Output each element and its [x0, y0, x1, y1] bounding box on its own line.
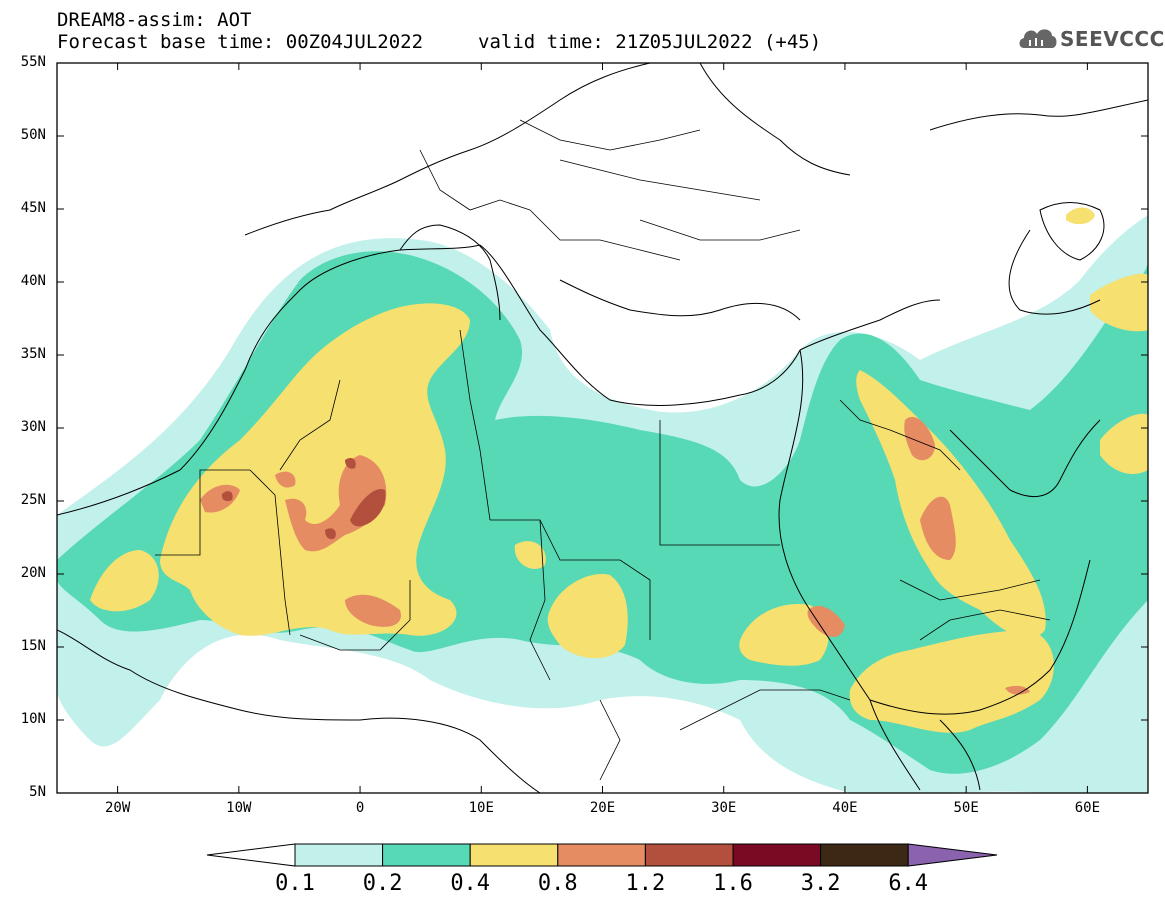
lat-label: 15N: [20, 638, 46, 654]
forecast-base-time: Forecast base time: 00Z04JUL2022: [57, 31, 424, 53]
colorbar-over-arrow: [907, 843, 998, 867]
lon-label: 60E: [1074, 800, 1101, 816]
colorbar: [206, 843, 998, 867]
lat-label: 5N: [29, 784, 46, 800]
colorbar-label: 0.4: [450, 871, 491, 896]
lon-label: 50E: [953, 800, 979, 816]
colorbar-label: 6.4: [888, 871, 929, 896]
lat-label: 30N: [20, 419, 46, 435]
colorbar-label: 0.8: [537, 871, 578, 896]
lat-label: 40N: [20, 273, 46, 289]
coastlines: [57, 63, 1148, 793]
colorbar-label: 1.6: [713, 871, 753, 896]
colorbar-label: 1.2: [625, 871, 666, 896]
lon-label: 40E: [832, 800, 858, 816]
colorbar-under-arrow: [206, 843, 296, 867]
colorbar-box: [557, 843, 646, 867]
logo-text: SEEVCCC: [1060, 27, 1165, 51]
colorbar-label: 0.2: [362, 871, 403, 896]
colorbar-box: [644, 843, 734, 867]
colorbar-box: [820, 843, 909, 867]
colorbar-label: 0.1: [275, 871, 315, 896]
lon-label: 20E: [589, 800, 616, 816]
lon-label: 10W: [226, 800, 252, 816]
lon-label: 30E: [711, 800, 737, 816]
colorbar-box: [469, 843, 559, 867]
map-title: DREAM8-assim: AOT: [57, 9, 252, 31]
lon-label: 20W: [104, 800, 131, 816]
lat-label: 55N: [20, 54, 46, 70]
lat-label: 25N: [20, 492, 46, 508]
colorbar-box: [732, 843, 822, 867]
lon-label: 10E: [468, 800, 494, 816]
cloud-icon: [1019, 29, 1057, 48]
aot-field: [57, 207, 1148, 793]
lon-label: 0: [355, 800, 365, 816]
colorbar-label: 3.2: [800, 871, 841, 896]
lat-label: 20N: [20, 565, 46, 581]
lat-label: 50N: [20, 127, 46, 143]
lat-label: 10N: [20, 711, 46, 727]
colorbar-box: [382, 843, 471, 867]
valid-time: valid time: 21Z05JUL2022 (+45): [478, 31, 822, 53]
borders: [155, 119, 1051, 781]
lat-label: 35N: [20, 346, 46, 362]
axis-ticks: [57, 62, 1148, 794]
lat-label: 45N: [20, 200, 46, 216]
colorbar-box: [294, 843, 384, 867]
seevccc-logo: [1016, 22, 1156, 56]
